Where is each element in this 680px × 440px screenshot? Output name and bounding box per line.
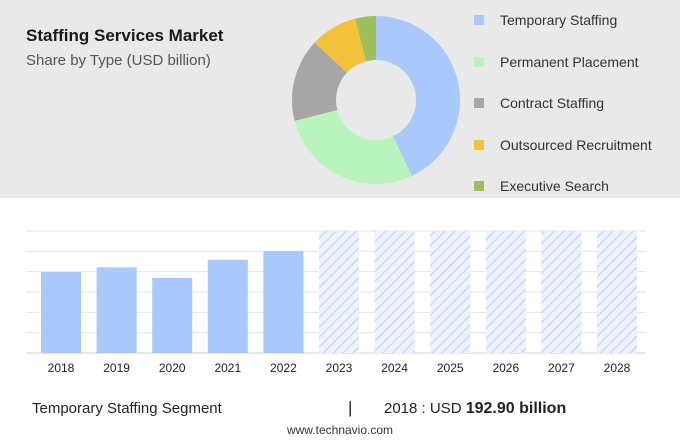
forecast-bar-2028	[597, 231, 637, 353]
bar-2019	[96, 267, 137, 353]
x-tick-label: 2027	[548, 361, 575, 375]
legend-swatch	[474, 98, 484, 109]
legend-swatch	[474, 139, 484, 150]
legend-swatch	[474, 181, 484, 192]
x-tick-label: 2019	[103, 361, 130, 375]
footer-year: 2018	[384, 400, 418, 417]
bar-2018	[41, 271, 81, 353]
donut-slice-outsourced-recruitment	[314, 18, 367, 73]
footer-segment: Temporary Staffing Segment	[32, 400, 222, 417]
forecast-bar-2024	[374, 231, 415, 353]
donut-slice-contract-staffing	[292, 42, 347, 121]
forecast-bar-2026	[485, 231, 526, 353]
x-tick-label: 2026	[492, 361, 519, 375]
legend-item: Temporary Staffing	[474, 10, 617, 30]
donut-slice-executive-search	[355, 16, 376, 62]
legend-item: Executive Search	[474, 176, 609, 196]
footer-amount: 192.90 billion	[465, 400, 567, 417]
footer-separator: :	[417, 400, 430, 417]
bar-2022	[263, 250, 304, 353]
source-credit: www.technavio.com	[286, 423, 394, 437]
legend-label: Temporary Staffing	[500, 12, 618, 28]
donut-chart	[292, 16, 460, 184]
legend-swatch	[474, 56, 484, 67]
x-tick-label: 2020	[159, 361, 186, 375]
bar-2021	[207, 259, 248, 353]
legend-item: Contract Staffing	[474, 93, 604, 113]
forecast-bar-2023	[319, 231, 359, 353]
bar-2020	[152, 277, 193, 353]
x-tick-label: 2025	[437, 361, 464, 375]
legend-swatch	[474, 15, 484, 25]
legend-item: Outsourced Recruitment	[474, 135, 652, 155]
x-tick-label: 2023	[326, 361, 353, 375]
forecast-bar-2027	[541, 231, 582, 353]
x-tick-label: 2018	[48, 361, 75, 375]
footer-value: 2018 : USD 192.90 billion	[384, 400, 566, 418]
donut-slice-temporary-staffing	[376, 16, 460, 177]
bar-chart: 2018 2019 2020 2021 2022 2023 2024 2025 2026 2027…	[26, 230, 646, 375]
footer-unit: USD	[429, 400, 466, 417]
legend-label: Permanent Placement	[500, 53, 639, 70]
legend-label: Contract Staffing	[500, 95, 605, 112]
x-tick-label: 2028	[604, 361, 631, 375]
legend-item: Permanent Placement	[474, 52, 639, 72]
x-tick-label: 2022	[270, 361, 297, 375]
chart-title: Staffing Services Market	[26, 26, 224, 45]
legend-label: Outsourced Recruitment	[500, 136, 652, 153]
forecast-bar-2025	[430, 231, 471, 353]
x-tick-label: 2021	[214, 361, 241, 375]
footer-divider: |	[348, 398, 353, 417]
legend-label: Executive Search	[500, 178, 609, 195]
donut-slice-permanent-placement	[294, 109, 412, 184]
chart-subtitle: Share by Type (USD billion)	[26, 52, 211, 69]
x-tick-label: 2024	[381, 361, 408, 375]
